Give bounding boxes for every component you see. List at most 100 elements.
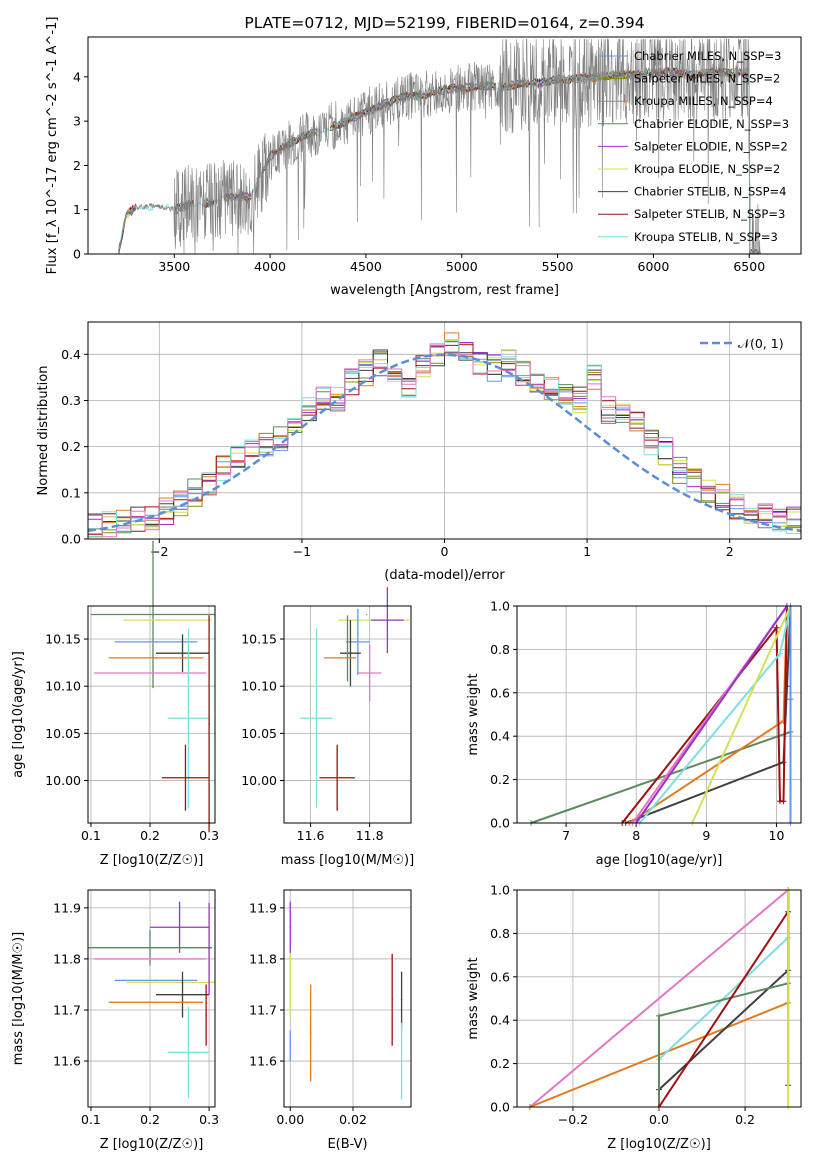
y-tick-label: 10.10 [45, 679, 81, 694]
errorbar-axes-6-frame [283, 889, 412, 1108]
data-point [187, 717, 190, 720]
data-point [365, 613, 368, 616]
y-tick-label: 11.8 [249, 951, 277, 966]
x-tick-label: 0.00 [276, 1112, 304, 1127]
data-point [339, 657, 341, 659]
x-tick-label: 0.2 [140, 1112, 160, 1127]
x-tick-label: 4500 [350, 259, 382, 274]
y-tick-label: 0.2 [490, 1056, 510, 1071]
weight-curve [635, 605, 788, 824]
legend-label: Salpeter MILES, N_SSP=2 [634, 72, 780, 86]
histogram-step-line [88, 343, 801, 538]
x-tick-label: 8 [632, 828, 640, 843]
x-tick-label: 9 [702, 828, 710, 843]
x-tick-label: 10 [769, 828, 785, 843]
x-tick-label: 0.3 [199, 1112, 219, 1127]
data-point [289, 926, 292, 929]
x-tick-label: 0.2 [140, 828, 160, 843]
x-tick-label: 7 [562, 828, 570, 843]
weight-marker [773, 624, 780, 631]
x-tick-label: 4000 [254, 259, 286, 274]
x-axis-label: Z [log10(Z/Z☉)] [100, 1137, 204, 1152]
data-point [349, 652, 352, 654]
data-point [289, 1044, 292, 1047]
y-tick-label: 10.00 [45, 773, 81, 788]
y-axis-label: Normed distribution [36, 366, 51, 496]
x-tick-label: 0.1 [81, 828, 101, 843]
axes-0-ticks: 3500 4000 4500 5000 5500 6000 6500 0 1 2 3 4 [73, 69, 765, 274]
data-point [400, 998, 403, 1001]
legend-label: Chabrier ELODIE, N_SSP=3 [634, 117, 789, 131]
histogram-axes-frame [87, 321, 802, 540]
y-tick-label: 11.6 [53, 1054, 81, 1069]
y-tick-label: 10.05 [45, 726, 81, 741]
y-axis-label: mass weight [466, 957, 481, 1039]
x-tick-label: 0 [441, 544, 449, 559]
histogram-step-line [88, 349, 801, 526]
x-tick-label: 0.3 [199, 828, 219, 843]
x-tick-label: 3500 [158, 259, 190, 274]
y-tick-label: 1.0 [490, 883, 510, 898]
y-tick-label: 0.6 [490, 969, 510, 984]
data-point [336, 776, 338, 779]
y-tick-label: 0.4 [490, 1013, 510, 1028]
data-point [184, 776, 187, 779]
x-tick-label: −1 [293, 544, 311, 559]
data-point [309, 1032, 312, 1034]
weight-marker [656, 1012, 662, 1019]
x-tick-label: 0.2 [735, 1112, 755, 1127]
weight-curve [530, 606, 792, 824]
legend-label: Kroupa STELIB, N_SSP=3 [634, 230, 778, 244]
legend-label: Chabrier STELIB, N_SSP=4 [634, 185, 786, 199]
y-tick-label: 10.15 [241, 632, 277, 647]
data-point [155, 657, 157, 659]
x-tick-label: −0.2 [558, 1112, 588, 1127]
data-point [152, 613, 154, 616]
x-axis-label: (data-model)/error [384, 568, 505, 583]
data-point [346, 647, 349, 650]
y-axis-label: Flux [f_λ 10^-17 erg cm^-2 s^-1 A^-1] [45, 17, 60, 275]
y-tick-label: 0 [73, 247, 81, 262]
data-point [391, 998, 393, 1001]
x-tick-label: 6000 [638, 259, 670, 274]
y-tick-label: 0.4 [490, 729, 510, 744]
normal-curve-line [87, 353, 802, 533]
y-tick-label: 0.0 [490, 816, 510, 831]
weight-curve [658, 890, 790, 1107]
data-point [208, 947, 210, 950]
x-axis-label: Z [log10(Z/Z☉)] [100, 853, 204, 868]
y-tick-label: 0.0 [490, 1100, 510, 1115]
data-point [155, 979, 157, 982]
x-tick-label: 0.02 [339, 1112, 367, 1127]
chart-title: PLATE=0712, MJD=52199, FIBERID=0164, z=0… [244, 14, 644, 32]
legend-label: Kroupa MILES, N_SSP=4 [634, 94, 773, 108]
errorbar-axes-3-frame [283, 605, 412, 824]
y-axis-label: mass weight [466, 673, 481, 755]
data-point [149, 958, 151, 960]
errorbar-axes-2-frame [87, 605, 216, 824]
weight-axes-7-frame [516, 889, 802, 1108]
data-point [386, 619, 389, 621]
data-point [155, 641, 157, 643]
y-tick-label: 11.8 [53, 951, 81, 966]
spectrum-axes-frame [87, 36, 802, 255]
y-tick-label: 10.05 [241, 726, 277, 741]
data-point [149, 946, 151, 949]
data-point [169, 981, 172, 984]
data-point [187, 1051, 190, 1054]
x-tick-label: 5000 [446, 259, 478, 274]
y-tick-label: 11.9 [53, 900, 81, 915]
observed-spectrum-line [118, 38, 761, 255]
data-point [181, 652, 184, 654]
data-point [315, 717, 318, 720]
x-tick-label: 2 [726, 544, 734, 559]
x-tick-label: 11.6 [297, 828, 325, 843]
data-point [289, 983, 292, 986]
x-axis-label: E(B-V) [327, 1137, 367, 1152]
y-tick-label: 0.1 [61, 485, 81, 500]
weight-curve [621, 605, 788, 824]
legend-label: Salpeter STELIB, N_SSP=3 [634, 207, 785, 221]
weight-marker [776, 650, 783, 657]
y-tick-label: 1 [73, 202, 81, 217]
x-tick-label: 0.1 [81, 1112, 101, 1127]
